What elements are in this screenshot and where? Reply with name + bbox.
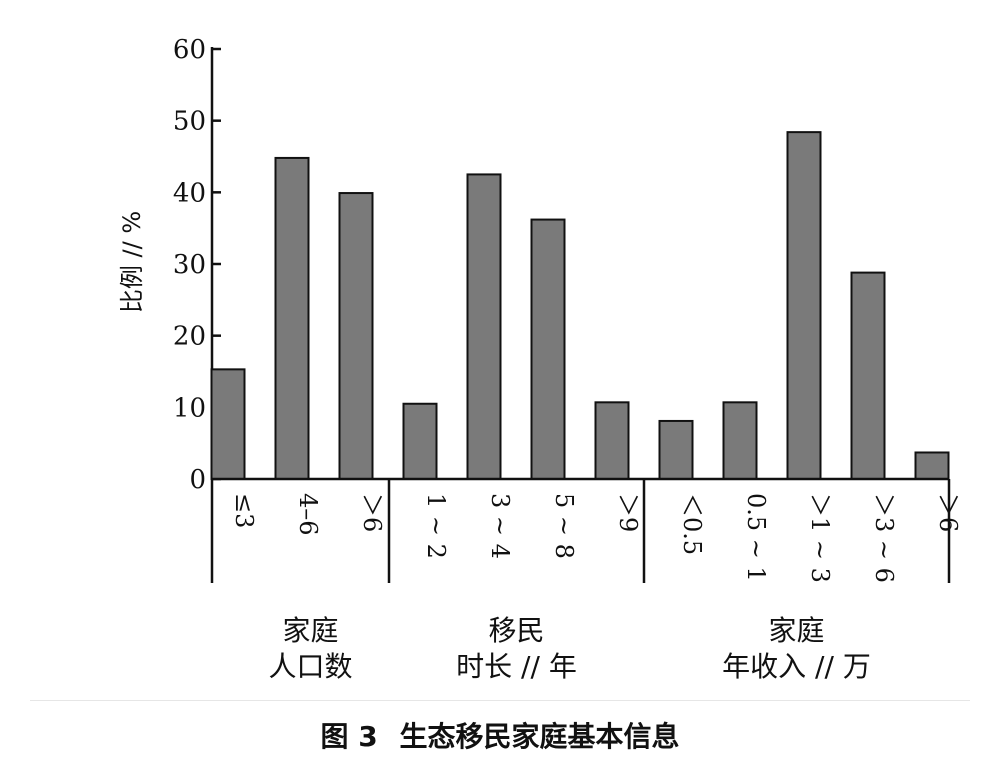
category-label: ＜0.5	[678, 493, 706, 555]
bar	[210, 368, 246, 481]
category-label: 0.5 ~ 1	[742, 493, 770, 582]
bar	[530, 218, 566, 480]
y-tick-label: 0	[189, 465, 206, 495]
category-label: 3 ~ 4	[486, 493, 514, 559]
y-tick-label: 40	[173, 178, 206, 208]
bar	[274, 156, 310, 481]
bar	[338, 192, 374, 481]
category-label: ≤3	[230, 493, 258, 528]
figure-title: 生态移民家庭基本信息	[399, 720, 680, 753]
group-label: 家庭	[768, 614, 824, 647]
category-label: 5 ~ 8	[550, 493, 578, 559]
category-label: ＞1 ~ 3	[806, 493, 834, 583]
group-label: 家庭	[282, 614, 338, 647]
group-label: 时长 // 年	[456, 650, 577, 683]
category-label: 1 ~ 2	[422, 493, 450, 559]
y-tick-label: 60	[173, 35, 206, 65]
group-label: 人口数	[268, 650, 352, 683]
figure-caption: 图 3 生态移民家庭基本信息	[0, 715, 1000, 755]
bars	[210, 131, 950, 481]
category-label: ＞6	[358, 493, 386, 532]
bar	[594, 401, 630, 481]
category-label: ＞9	[614, 493, 642, 532]
y-tick-label: 30	[173, 250, 206, 280]
y-axis: 0 10 20 30 40 50 60	[173, 35, 221, 495]
category-label: ＞6	[934, 493, 962, 532]
bar	[658, 419, 694, 481]
y-tick-label: 10	[173, 393, 206, 423]
category-label: ＞3 ~ 6	[870, 493, 898, 583]
bar	[466, 173, 502, 481]
bar	[786, 131, 822, 480]
bar	[850, 271, 886, 480]
y-tick-label: 20	[173, 322, 206, 352]
bar	[914, 451, 950, 481]
bar	[722, 401, 758, 481]
y-tick-label: 50	[173, 107, 206, 137]
y-axis-label: 比例 // %	[118, 211, 146, 313]
figure-number: 图 3	[320, 720, 378, 753]
group-label: 年收入 // 万	[722, 650, 871, 683]
group-label: 移民	[488, 614, 544, 647]
bar	[402, 402, 438, 480]
caption-divider	[30, 700, 970, 701]
category-label: 4–6	[294, 493, 322, 536]
